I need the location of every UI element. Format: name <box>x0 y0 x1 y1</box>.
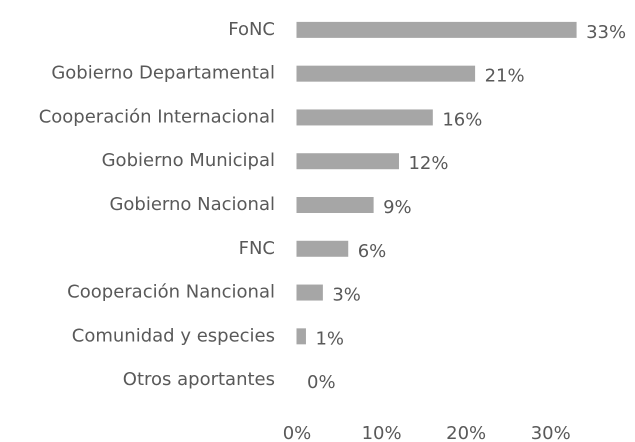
bar <box>296 21 577 38</box>
bar <box>296 109 433 126</box>
y-tick-label: FNC <box>239 238 275 259</box>
y-tick-label: Cooperación Nancional <box>67 282 275 303</box>
y-tick-label: Gobierno Nacional <box>109 194 275 215</box>
bar <box>296 284 323 301</box>
value-label: 16% <box>442 109 482 130</box>
value-label: 12% <box>408 153 448 174</box>
value-label: 9% <box>383 197 412 218</box>
value-label: 0% <box>307 372 336 393</box>
value-label: 21% <box>485 66 525 87</box>
bar <box>296 240 349 257</box>
value-label: 1% <box>315 328 344 349</box>
bar <box>296 197 374 213</box>
bar <box>296 65 476 82</box>
y-tick-label: Comunidad y especies <box>72 325 275 346</box>
bar <box>296 153 399 170</box>
value-label: 3% <box>332 285 361 306</box>
value-label: 33% <box>586 22 626 43</box>
x-tick-label: 0% <box>283 423 312 442</box>
y-tick-label: Cooperación Internacional <box>39 106 275 127</box>
y-tick-label: FoNC <box>228 19 275 40</box>
y-tick-label: Otros aportantes <box>123 369 275 390</box>
x-tick-label: 20% <box>446 423 486 442</box>
bar <box>296 328 306 345</box>
value-label: 6% <box>358 241 387 262</box>
x-tick-label: 30% <box>531 423 571 442</box>
y-tick-label: Gobierno Departamental <box>51 63 275 84</box>
y-tick-label: Gobierno Municipal <box>102 150 275 171</box>
x-tick-label: 10% <box>362 423 402 442</box>
